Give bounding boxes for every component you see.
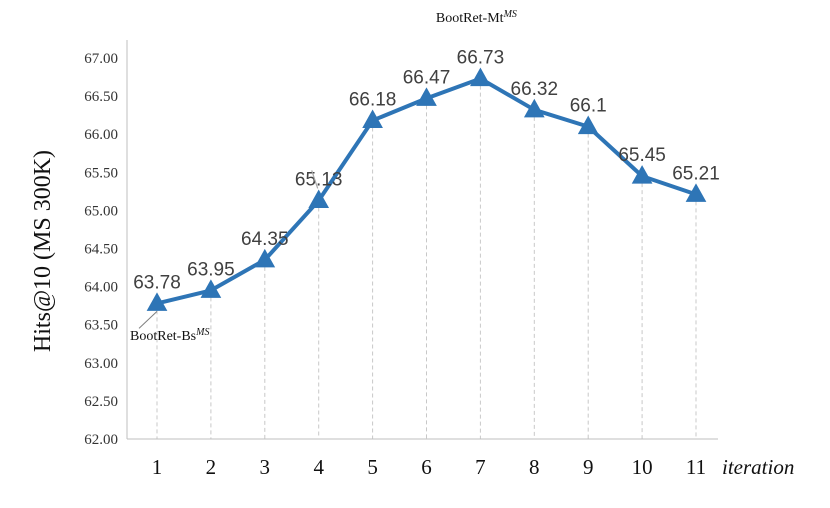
x-tick-label: 5 (367, 455, 378, 479)
annotation-best: BootRet-MtMS (436, 9, 517, 26)
y-tick-label: 64.50 (84, 242, 118, 258)
data-point-marker (362, 109, 383, 128)
data-label: 65.13 (295, 169, 343, 190)
y-tick-label: 62.50 (84, 394, 118, 410)
series-markers (146, 67, 707, 311)
data-label: 64.35 (241, 229, 289, 250)
y-tick-label: 65.50 (84, 165, 118, 181)
data-label: 66.32 (511, 79, 559, 100)
data-label: 66.47 (403, 67, 451, 88)
data-point-marker (200, 279, 222, 298)
x-tick-label: 3 (260, 455, 271, 479)
y-tick-label: 66.00 (84, 127, 118, 143)
data-label: 65.21 (672, 163, 720, 184)
data-label: 63.78 (133, 272, 181, 293)
x-tick-label: 10 (632, 455, 653, 479)
annotations: BootRet-BsMS BootRet-MtMS (130, 9, 517, 344)
annotation-leader-line (138, 311, 158, 329)
y-tick-label: 62.00 (84, 432, 118, 448)
data-label: 66.73 (457, 48, 505, 69)
data-point-marker (146, 292, 168, 311)
data-point-marker (523, 98, 545, 118)
y-tick-label: 67.00 (84, 51, 118, 67)
data-point-marker (254, 248, 276, 268)
x-tick-label: 2 (206, 455, 217, 479)
data-labels: 63.78 63.95 64.35 65.13 66.18 66.47 66.73 66.32… (133, 48, 720, 294)
drop-lines (156, 78, 697, 439)
label-leader-line (311, 170, 319, 189)
x-tick-label: 7 (475, 455, 486, 479)
annotation-superscript: MS (503, 9, 517, 20)
y-tick-label: 63.00 (84, 356, 118, 372)
x-tick-label: 4 (313, 455, 324, 479)
x-axis-label: iteration (722, 455, 794, 479)
x-tick-label: 9 (583, 455, 594, 479)
data-label: 66.1 (570, 96, 607, 117)
data-point-marker (685, 183, 707, 202)
data-point-marker (470, 67, 491, 87)
data-point-marker (308, 189, 330, 208)
annotation-superscript: MS (195, 327, 209, 338)
y-axis-label: Hits@10 (MS 300K) (30, 150, 56, 352)
y-tick-labels: 62.00 62.50 63.00 63.50 64.00 64.50 65.00 65.50… (84, 51, 118, 448)
x-tick-labels: 1 2 3 4 5 6 7 8 9 10 11 (152, 455, 706, 479)
data-label: 63.95 (187, 259, 235, 280)
data-label: 66.18 (349, 89, 397, 110)
y-tick-label: 65.00 (84, 203, 118, 219)
data-label: 65.45 (618, 145, 666, 166)
annotation-baseline: BootRet-BsMS (130, 327, 209, 344)
x-tick-label: 8 (529, 455, 540, 479)
x-tick-label: 11 (686, 455, 706, 479)
data-point-marker (416, 87, 437, 106)
y-tick-label: 63.50 (84, 318, 118, 334)
y-tick-label: 64.00 (84, 280, 118, 296)
y-tick-label: 66.50 (84, 89, 118, 105)
x-tick-label: 1 (152, 455, 163, 479)
data-point-marker (631, 165, 653, 184)
data-point-marker (577, 115, 599, 135)
x-tick-label: 6 (421, 455, 432, 479)
